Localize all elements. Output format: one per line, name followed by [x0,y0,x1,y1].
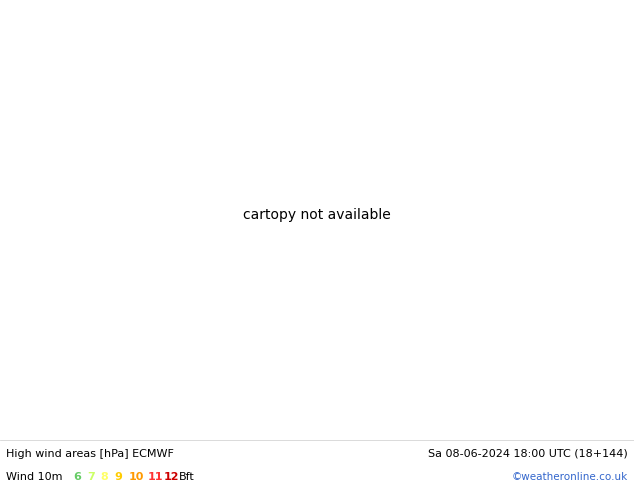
Text: 10: 10 [129,472,144,482]
Text: High wind areas [hPa] ECMWF: High wind areas [hPa] ECMWF [6,449,174,459]
Text: 12: 12 [164,472,179,482]
Text: 9: 9 [115,472,122,482]
Text: Bft: Bft [179,472,195,482]
Text: cartopy not available: cartopy not available [243,208,391,222]
Text: Sa 08-06-2024 18:00 UTC (18+144): Sa 08-06-2024 18:00 UTC (18+144) [428,449,628,459]
Text: ©weatheronline.co.uk: ©weatheronline.co.uk [512,472,628,482]
Text: 6: 6 [73,472,81,482]
Text: 8: 8 [101,472,108,482]
Text: 7: 7 [87,472,94,482]
Text: Wind 10m: Wind 10m [6,472,63,482]
Text: 11: 11 [148,472,163,482]
